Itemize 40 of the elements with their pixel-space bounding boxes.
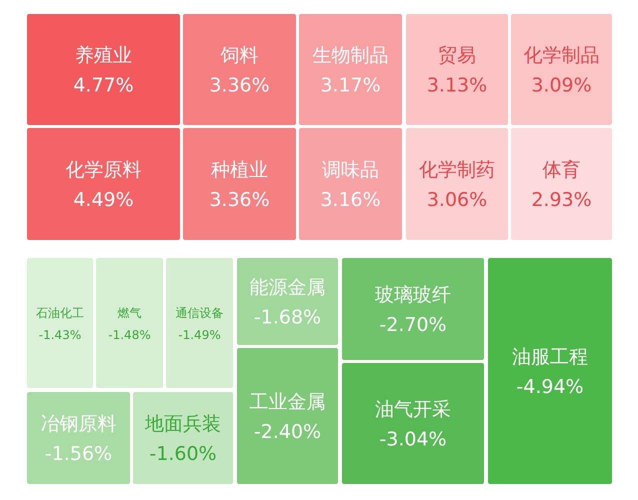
category-label: 燃气 [118,306,142,320]
data-label: 3.16% [320,189,381,211]
category-label: 冶钢原料 [40,413,116,435]
category-label: 种植业 [211,159,268,181]
category-label: 油气开采 [375,398,451,420]
category-label: 养殖业 [75,44,132,66]
data-label: 4.77% [73,74,134,96]
data-label: 3.36% [209,74,270,96]
data-label: -1.48% [108,328,151,342]
category-label: 油服工程 [512,346,588,368]
data-label: -3.04% [379,428,447,450]
data-label: 3.09% [531,74,592,96]
category-label: 石油化工 [36,306,84,320]
data-label: -1.60% [149,443,217,465]
data-label: 3.36% [209,189,270,211]
category-label: 饲料 [220,44,258,66]
data-label: 3.17% [320,74,381,96]
category-label: 工业金属 [250,391,326,413]
data-label: 3.06% [426,189,488,211]
data-label: -4.94% [516,376,584,398]
category-label: 通信设备 [176,306,224,320]
data-label: -2.70% [379,314,447,336]
data-label: 4.49% [73,189,134,211]
category-label: 化学制品 [524,44,600,66]
data-label: -1.56% [44,443,112,465]
category-label: 能源金属 [250,276,326,298]
category-label: 化学原料 [66,159,142,181]
category-label: 调味品 [322,159,379,181]
data-label: -2.40% [254,421,322,443]
category-label: 玻璃玻纤 [375,284,451,306]
category-label: 体育 [542,159,580,181]
data-label: -1.68% [254,306,322,328]
category-label: 生物制品 [312,44,388,66]
data-label: -1.43% [38,328,82,342]
data-label: 2.93% [531,189,592,211]
data-label: 3.13% [426,74,488,96]
data-label: -1.49% [178,328,221,342]
category-label: 化学制药 [419,159,495,181]
category-label: 贸易 [438,44,476,66]
category-label: 地面兵装 [144,413,221,435]
